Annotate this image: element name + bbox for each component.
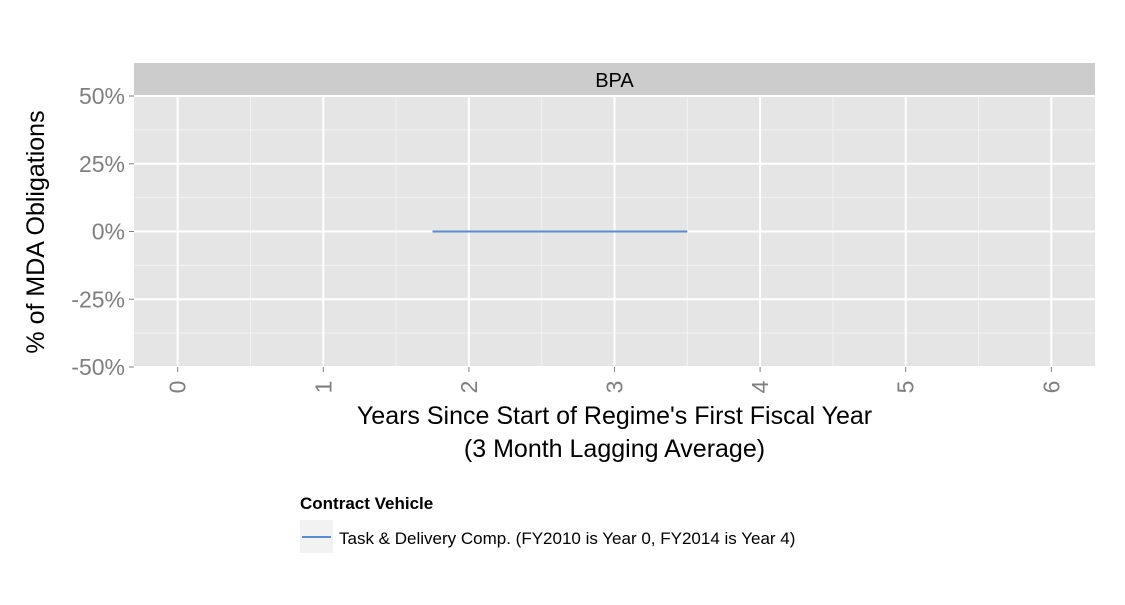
- facet-label: BPA: [595, 70, 634, 92]
- y-tick-label: -25%: [71, 286, 125, 312]
- y-tick-label: 50%: [79, 83, 125, 109]
- x-tick-label: 5: [893, 381, 919, 394]
- y-tick-label: 0%: [92, 219, 125, 245]
- legend: Contract Vehicle Task & Delivery Comp. (…: [300, 494, 795, 553]
- legend-item-label: Task & Delivery Comp. (FY2010 is Year 0,…: [339, 529, 795, 548]
- x-tick-label: 3: [602, 381, 628, 394]
- x-axis: 0 1 2 3 4 5 6: [165, 367, 1064, 394]
- y-axis-title: % of MDA Obligations: [22, 110, 50, 353]
- x-tick-label: 0: [165, 381, 191, 394]
- x-axis-title-line2: (3 Month Lagging Average): [464, 435, 765, 463]
- major-gridlines: [134, 95, 1095, 368]
- y-tick-label: 25%: [79, 151, 125, 177]
- x-tick-label: 4: [747, 380, 773, 393]
- x-tick-label: 2: [456, 381, 482, 394]
- x-tick-label: 6: [1038, 381, 1064, 394]
- y-tick-label: -50%: [71, 354, 125, 380]
- legend-title: Contract Vehicle: [300, 494, 433, 513]
- facet-strip: [134, 63, 1095, 96]
- x-axis-title: Years Since Start of Regime's First Fisc…: [357, 402, 872, 430]
- x-tick-label: 1: [310, 381, 336, 394]
- y-axis: -50% -25% 0% 25% 50%: [71, 83, 134, 380]
